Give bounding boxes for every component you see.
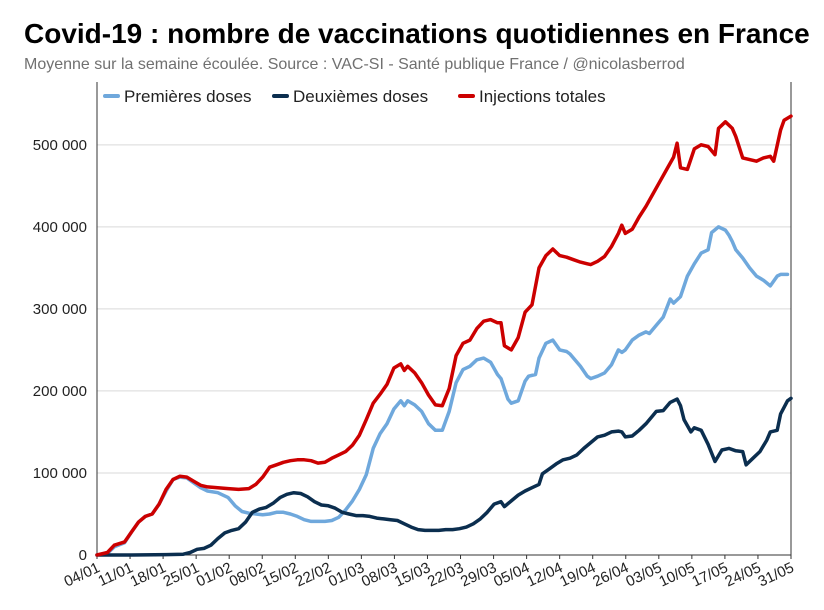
series-line-1: [95, 396, 793, 557]
y-tick-label-4: 400 000: [33, 219, 87, 236]
chart-subtitle: Moyenne sur la semaine écoulée. Source :…: [24, 56, 685, 73]
chart-title: Covid-19 : nombre de vaccinations quotid…: [24, 18, 810, 49]
y-tick-label-3: 300 000: [33, 301, 87, 318]
y-tick-label-1: 100 000: [33, 465, 87, 482]
y-tick-label-2: 200 000: [33, 383, 87, 400]
legend-label-2: Injections totales: [479, 87, 606, 106]
y-tick-label-0: 0: [79, 547, 87, 564]
series-line-2: [95, 114, 793, 557]
y-tick-label-5: 500 000: [33, 137, 87, 154]
legend-label-1: Deuxièmes doses: [293, 87, 428, 106]
x-tick-label-21: 31/05: [755, 559, 796, 590]
series-line-0: [95, 225, 790, 557]
legend-label-0: Premières doses: [124, 87, 252, 106]
